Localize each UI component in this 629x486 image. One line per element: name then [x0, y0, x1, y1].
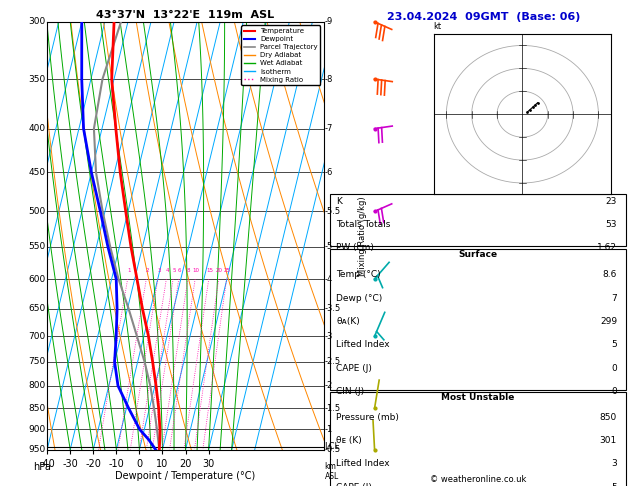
Text: 0: 0: [611, 364, 617, 373]
Text: 23.04.2024  09GMT  (Base: 06): 23.04.2024 09GMT (Base: 06): [387, 12, 581, 22]
Text: CAPE (J): CAPE (J): [336, 364, 372, 373]
Text: θᴀ(K): θᴀ(K): [336, 317, 360, 326]
Text: -5.5: -5.5: [325, 207, 341, 216]
Text: 1.62: 1.62: [597, 243, 617, 253]
Text: 500: 500: [28, 207, 46, 216]
Text: -1.5: -1.5: [325, 404, 341, 413]
Text: CIN (J): CIN (J): [336, 387, 364, 396]
Text: 800: 800: [28, 382, 46, 390]
Text: -7: -7: [325, 124, 333, 133]
Text: 5: 5: [611, 483, 617, 486]
Text: 6: 6: [178, 268, 182, 273]
Text: 7: 7: [611, 294, 617, 303]
Text: 8: 8: [187, 268, 191, 273]
Title: 43°37'N  13°22'E  119m  ASL: 43°37'N 13°22'E 119m ASL: [96, 10, 275, 20]
Text: 650: 650: [28, 304, 46, 313]
Text: Pressure (mb): Pressure (mb): [336, 413, 399, 422]
Text: 23: 23: [606, 197, 617, 206]
Legend: Temperature, Dewpoint, Parcel Trajectory, Dry Adiabat, Wet Adiabat, Isotherm, Mi: Temperature, Dewpoint, Parcel Trajectory…: [242, 25, 320, 86]
Text: θᴇ (K): θᴇ (K): [336, 436, 362, 445]
Text: 4: 4: [165, 268, 169, 273]
Text: 8.6: 8.6: [603, 270, 617, 279]
Text: 400: 400: [29, 124, 46, 133]
Text: 15: 15: [206, 268, 213, 273]
Text: kt: kt: [434, 22, 442, 31]
Text: PW (cm): PW (cm): [336, 243, 374, 253]
Text: 900: 900: [28, 425, 46, 434]
X-axis label: Dewpoint / Temperature (°C): Dewpoint / Temperature (°C): [116, 471, 255, 481]
Text: -6: -6: [325, 168, 333, 177]
Text: 300: 300: [28, 17, 46, 26]
Text: 299: 299: [600, 317, 617, 326]
Text: Surface: Surface: [459, 250, 498, 260]
Text: -3: -3: [325, 332, 333, 341]
Text: 600: 600: [28, 275, 46, 283]
Text: 10: 10: [192, 268, 199, 273]
Text: © weatheronline.co.uk: © weatheronline.co.uk: [430, 474, 526, 484]
Bar: [330, 194, 626, 246]
Text: Totals Totals: Totals Totals: [336, 220, 391, 229]
Text: 3: 3: [611, 459, 617, 469]
Text: -2.5: -2.5: [325, 357, 341, 366]
Text: -9: -9: [325, 17, 333, 26]
Text: km
ASL: km ASL: [325, 462, 339, 481]
Bar: [330, 392, 626, 486]
Text: -1: -1: [325, 425, 333, 434]
Text: 301: 301: [599, 436, 617, 445]
Text: Dewp (°C): Dewp (°C): [336, 294, 382, 303]
Text: 53: 53: [606, 220, 617, 229]
Text: 350: 350: [28, 74, 46, 84]
Text: 950: 950: [28, 445, 46, 454]
Text: 0: 0: [611, 387, 617, 396]
Text: LCL: LCL: [325, 442, 340, 451]
Text: Lifted Index: Lifted Index: [336, 459, 390, 469]
Text: Mixing Ratio (g/kg): Mixing Ratio (g/kg): [358, 196, 367, 276]
Text: Temp (°C): Temp (°C): [336, 270, 381, 279]
Text: -4: -4: [325, 275, 333, 283]
Text: -0.5: -0.5: [325, 445, 341, 454]
Text: 1: 1: [127, 268, 130, 273]
Text: 450: 450: [29, 168, 46, 177]
Bar: [330, 249, 626, 390]
Text: CAPE (J): CAPE (J): [336, 483, 372, 486]
Text: 5: 5: [611, 340, 617, 349]
Text: 2: 2: [145, 268, 149, 273]
Text: 550: 550: [28, 242, 46, 251]
Text: 700: 700: [28, 332, 46, 341]
Text: -8: -8: [325, 74, 333, 84]
Text: -5: -5: [325, 242, 333, 251]
Text: 3: 3: [157, 268, 160, 273]
Text: -3.5: -3.5: [325, 304, 341, 313]
Text: 850: 850: [28, 404, 46, 413]
Text: 20: 20: [216, 268, 223, 273]
Text: K: K: [336, 197, 342, 206]
Text: Lifted Index: Lifted Index: [336, 340, 390, 349]
Text: -2: -2: [325, 382, 333, 390]
Text: 750: 750: [28, 357, 46, 366]
Text: Most Unstable: Most Unstable: [442, 393, 515, 402]
Text: 25: 25: [224, 268, 231, 273]
Text: 850: 850: [599, 413, 617, 422]
Text: 5: 5: [172, 268, 176, 273]
Text: hPa: hPa: [33, 462, 51, 472]
